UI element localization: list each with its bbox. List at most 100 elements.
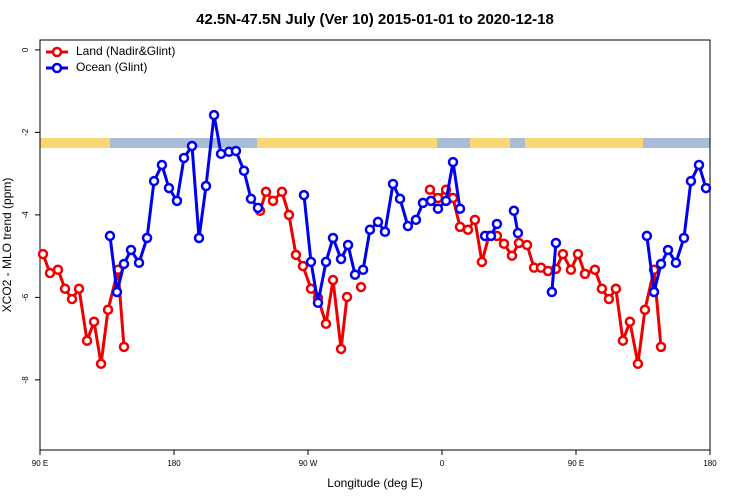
series-point	[432, 203, 444, 214]
series-point	[355, 281, 367, 293]
series-point	[685, 175, 697, 187]
series-point	[171, 195, 183, 207]
x-tick-label: 180	[703, 459, 717, 468]
series-point	[508, 205, 520, 217]
series-point	[88, 316, 100, 327]
series-point	[491, 218, 503, 230]
series-point	[208, 109, 220, 121]
series-point	[133, 257, 145, 268]
series-point	[512, 227, 524, 239]
series-point	[632, 358, 644, 370]
series-point	[440, 195, 452, 207]
series-point	[546, 286, 558, 298]
series-point	[297, 260, 309, 272]
series-point	[252, 202, 264, 214]
series-point	[118, 341, 130, 353]
series-point	[37, 248, 49, 260]
series-point	[476, 256, 488, 268]
series-point	[44, 267, 56, 279]
series-line	[550, 242, 558, 293]
land-strip	[525, 138, 643, 148]
series-point	[59, 283, 71, 294]
series-point	[521, 239, 533, 251]
y-tick-label: -2	[21, 128, 30, 136]
series-point	[186, 140, 198, 152]
series-point	[513, 237, 525, 249]
land-strip	[257, 138, 437, 148]
series-point	[603, 293, 615, 305]
series-point	[624, 316, 636, 327]
series-point	[260, 186, 272, 198]
series-point	[579, 268, 591, 280]
legend-marker	[51, 62, 63, 74]
series-point	[245, 193, 257, 205]
series-point	[66, 293, 78, 305]
series-point	[469, 214, 481, 226]
x-tick-label: 90 E	[568, 459, 584, 468]
series-point	[394, 193, 406, 205]
series-point	[617, 335, 629, 346]
series-point	[238, 165, 250, 177]
map-strip	[40, 138, 710, 148]
series-point	[610, 283, 622, 294]
series-point	[447, 156, 459, 168]
series-point	[267, 195, 279, 207]
series-point	[454, 203, 466, 214]
land-strip	[470, 138, 510, 148]
series-point	[104, 230, 116, 242]
series-point	[312, 297, 324, 308]
series-point	[700, 182, 712, 194]
y-tick-label: 0	[21, 47, 30, 52]
series-point	[52, 264, 64, 275]
series-line	[302, 160, 462, 305]
series-point	[163, 182, 175, 194]
series-point	[320, 318, 332, 330]
x-tick-label: 90 W	[299, 459, 318, 468]
series-point	[125, 244, 137, 256]
x-tick-label: 0	[440, 459, 445, 468]
series-point	[276, 186, 288, 198]
series-point	[424, 184, 436, 195]
series-point	[693, 159, 705, 171]
series-point	[357, 264, 369, 275]
series-point	[425, 195, 437, 207]
series-point	[387, 178, 399, 190]
series-point	[372, 216, 384, 228]
series-point	[298, 189, 310, 201]
series-point	[641, 230, 653, 242]
series-point	[655, 341, 667, 353]
series-point	[156, 159, 168, 171]
series-point	[410, 214, 422, 226]
series-point	[200, 180, 212, 192]
series-point	[335, 253, 347, 265]
y-tick-label: -4	[21, 211, 30, 219]
series-point	[550, 237, 562, 249]
x-tick-label: 180	[167, 459, 181, 468]
series-point	[417, 197, 429, 209]
legend-marker	[51, 46, 63, 58]
series-point	[141, 232, 153, 244]
series-point	[557, 248, 569, 260]
series-point	[148, 175, 160, 187]
series-point	[81, 335, 93, 346]
legend-label: Land (Nadir&Glint)	[76, 44, 175, 58]
series-point	[379, 226, 391, 238]
series-point	[655, 258, 667, 270]
series-point	[364, 224, 376, 235]
series-point	[349, 269, 361, 280]
series-point	[485, 230, 497, 242]
y-tick-label: -6	[21, 293, 30, 301]
series-point	[639, 304, 651, 316]
series-point	[335, 343, 347, 355]
series-point	[327, 232, 339, 244]
series-point	[73, 283, 85, 294]
land-strip	[40, 138, 110, 148]
series-point	[462, 224, 474, 235]
series-point	[498, 238, 510, 250]
x-tick-label: 90 E	[32, 459, 48, 468]
legend-label: Ocean (Glint)	[76, 60, 147, 74]
chart-title: 42.5N-47.5N July (Ver 10) 2015-01-01 to …	[196, 11, 554, 28]
series-point	[305, 256, 317, 268]
